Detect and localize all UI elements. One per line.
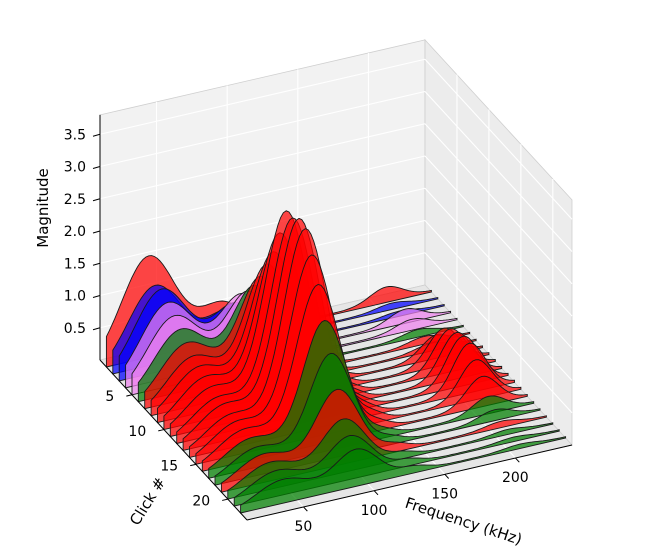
x-tick	[373, 490, 379, 496]
axes: 50 100 150 200 5 10 15 20 0.5 1.0 1.5 2.0 2.5 3.0 3.5	[64, 114, 573, 535]
z-tick-label: 3.0	[64, 160, 86, 176]
z-tick-label: 3.5	[64, 127, 86, 143]
z-tick	[92, 230, 101, 234]
z-tick-label: 0.5	[64, 321, 86, 337]
x-tick	[515, 457, 520, 463]
series-click-22	[240, 436, 567, 514]
y-tick	[222, 498, 228, 501]
x-axis-label: Frequency (kHz)	[403, 494, 524, 549]
gridline-z-side	[424, 220, 573, 381]
z-axis-label: Magnitude	[34, 168, 52, 247]
gridline-z-back	[99, 187, 426, 264]
z-tick-label: 1.0	[64, 289, 86, 305]
gridline-z-back	[99, 155, 426, 232]
x-tick-label: 150	[431, 487, 458, 503]
y-tick-label: 5	[105, 389, 114, 405]
x-tick	[444, 474, 450, 479]
x-tick-label: 100	[361, 503, 388, 519]
y-tick	[126, 394, 133, 397]
z-tick	[92, 295, 101, 298]
x-axis-line	[246, 444, 573, 521]
y-tick	[158, 429, 165, 432]
gridline-z-side	[424, 155, 573, 317]
z-tick-label: 1.5	[64, 256, 86, 272]
gridline-z-back	[99, 123, 426, 200]
z-tick	[92, 327, 101, 331]
y-axis-line	[99, 359, 248, 521]
z-tick	[92, 166, 101, 169]
gridline-z-back	[99, 58, 426, 135]
z-tick-label: 2.5	[64, 192, 86, 208]
x-tick-label: 200	[502, 470, 529, 486]
y-axis-label: Click #	[126, 474, 169, 529]
y-tick-label: 10	[128, 424, 146, 440]
z-tick	[92, 133, 101, 137]
z-tick	[92, 198, 101, 202]
z-tick-label: 2.0	[64, 224, 86, 240]
x-tick	[303, 506, 308, 512]
y-tick	[190, 463, 196, 467]
gridline-z-side	[424, 58, 573, 220]
series-surfaces	[105, 210, 567, 514]
gridline-z-side	[424, 187, 573, 349]
y-tick-label: 15	[160, 459, 178, 475]
gridline-z-side	[424, 252, 573, 414]
x-tick-label: 50	[294, 519, 312, 535]
z-tick	[92, 262, 101, 266]
gridline-z-back	[99, 90, 426, 168]
gridline-z-side	[424, 123, 573, 285]
y-tick-label: 20	[192, 493, 210, 509]
gridline-z-side	[424, 91, 573, 252]
